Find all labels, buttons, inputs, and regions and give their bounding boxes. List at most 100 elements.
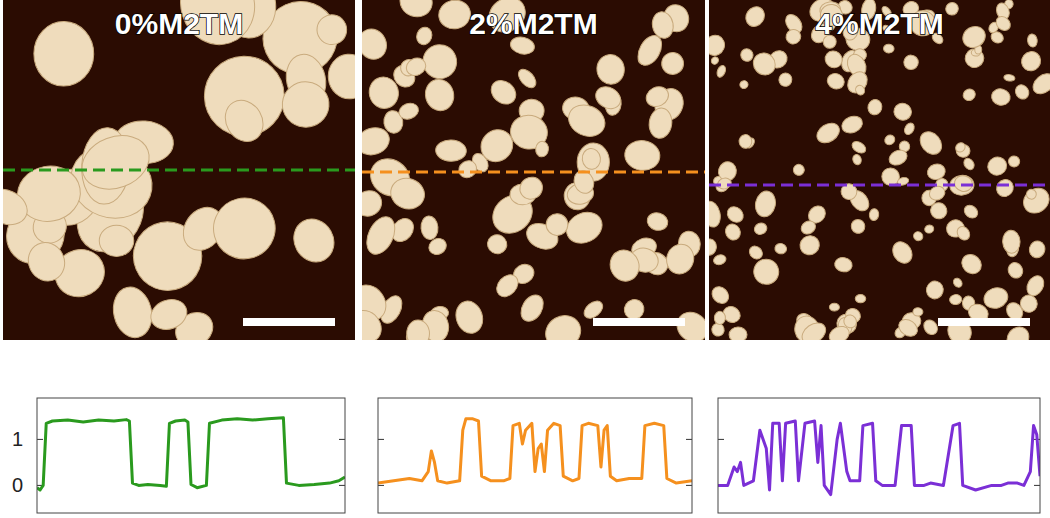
domain [714, 311, 726, 325]
domain [561, 207, 607, 249]
domain [286, 212, 341, 269]
domain [827, 323, 852, 340]
panel-title: 0%M2TM [115, 7, 243, 40]
domain [515, 66, 539, 91]
domain [943, 0, 961, 18]
domain [563, 99, 609, 142]
panel-title: 2%M2TM [469, 7, 597, 40]
domain [1028, 239, 1047, 259]
domain [869, 208, 880, 221]
y-tick [378, 439, 384, 440]
domain [109, 283, 157, 340]
domain [474, 123, 519, 168]
domain [912, 230, 925, 243]
domain [436, 0, 473, 32]
domain [959, 22, 989, 51]
domain [397, 101, 421, 122]
domain [99, 225, 134, 256]
domain [750, 255, 783, 288]
domain [403, 55, 428, 79]
domain [825, 71, 847, 92]
domain [1007, 154, 1022, 169]
domain [710, 55, 720, 65]
domain [1019, 183, 1050, 218]
domain [799, 218, 818, 236]
domain [1018, 48, 1045, 75]
domain [1002, 230, 1020, 254]
domain [420, 215, 439, 240]
domain [709, 283, 732, 306]
domain [540, 309, 587, 340]
image-background [709, 0, 1050, 340]
y-tick-right [339, 439, 345, 440]
domain [327, 53, 355, 101]
domain [487, 76, 521, 109]
panel-title: 4%M2TM [815, 7, 943, 40]
domain [955, 224, 973, 242]
domain [663, 241, 698, 278]
domain [798, 319, 829, 340]
domain [777, 71, 794, 88]
scale-bar [593, 318, 685, 326]
domain [887, 147, 910, 168]
domain [581, 147, 601, 170]
domain [280, 80, 330, 129]
domain [435, 139, 466, 161]
domain [774, 242, 788, 254]
domain [516, 291, 547, 325]
domain [147, 295, 192, 335]
domain [3, 183, 33, 231]
domain [407, 320, 430, 340]
domain [362, 304, 388, 340]
domain [844, 68, 872, 97]
domain [924, 279, 945, 300]
domain [311, 9, 352, 50]
domain [822, 48, 846, 72]
domain [792, 163, 806, 177]
domain [592, 83, 625, 113]
domain [753, 221, 769, 236]
domain [928, 200, 950, 222]
domain [647, 107, 673, 140]
domain [834, 256, 854, 273]
domain [753, 189, 778, 218]
domain [739, 79, 750, 90]
plot-area [378, 419, 692, 483]
domain [207, 191, 282, 265]
domain [739, 47, 755, 63]
y-tick-right [339, 485, 345, 486]
domain [921, 317, 940, 337]
domain [883, 44, 894, 54]
domain [1005, 260, 1025, 281]
y-tick-right [1034, 485, 1040, 486]
domain [993, 14, 1013, 34]
domain [709, 32, 728, 58]
domain [1029, 70, 1050, 98]
domain [452, 298, 487, 337]
domain [362, 186, 386, 221]
domain [535, 141, 549, 158]
profile-line [3, 169, 355, 172]
domain [712, 253, 727, 266]
domain [796, 232, 823, 259]
domain [396, 0, 436, 21]
plot-frame [37, 398, 345, 513]
domain [990, 87, 1012, 107]
domain [595, 53, 626, 86]
height-profile [378, 419, 692, 483]
plot-frame [378, 398, 692, 513]
domain [985, 154, 1010, 178]
domain [962, 203, 981, 221]
domain [896, 316, 921, 340]
y-tick [378, 485, 384, 486]
domain [829, 303, 839, 311]
domain [709, 200, 723, 229]
domain [516, 173, 547, 204]
domain [813, 119, 843, 147]
domain [709, 238, 717, 256]
domain [724, 204, 746, 226]
domain [422, 76, 457, 114]
y-tick-right [686, 485, 692, 486]
plot-area [37, 418, 345, 490]
profile-line [362, 171, 705, 174]
